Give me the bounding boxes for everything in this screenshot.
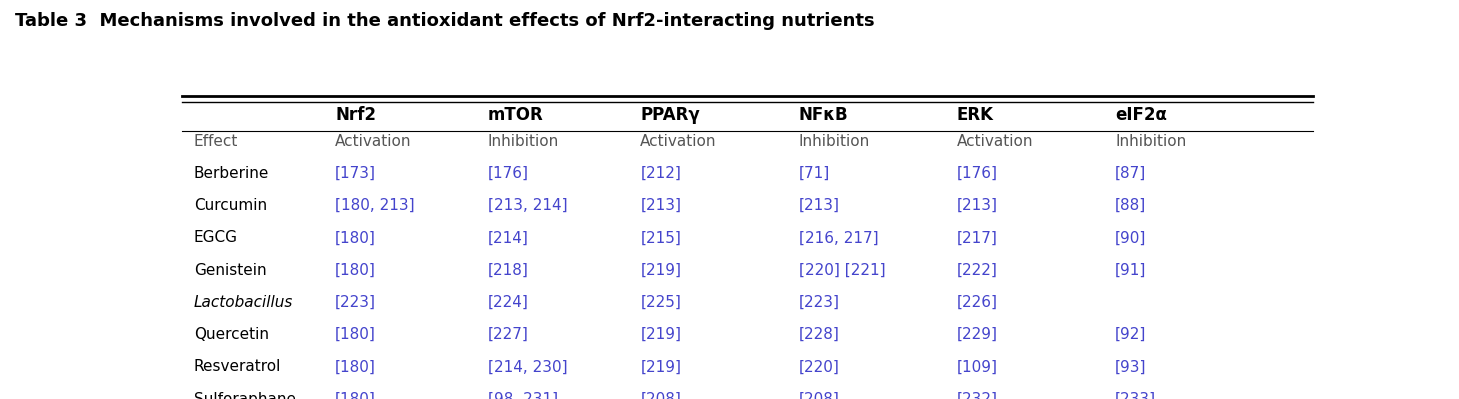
Text: Resveratrol: Resveratrol — [194, 359, 282, 375]
Text: [208]: [208] — [641, 392, 681, 399]
Text: [176]: [176] — [957, 166, 998, 181]
Text: [229]: [229] — [957, 327, 998, 342]
Text: [214, 230]: [214, 230] — [487, 359, 568, 375]
Text: Table 3  Mechanisms involved in the antioxidant effects of Nrf2-interacting nutr: Table 3 Mechanisms involved in the antio… — [15, 12, 874, 30]
Text: Effect: Effect — [194, 134, 238, 149]
Text: [232]: [232] — [957, 392, 998, 399]
Text: Lactobacillus: Lactobacillus — [194, 295, 293, 310]
Text: Sulforaphane: Sulforaphane — [194, 392, 296, 399]
Text: [93]: [93] — [1115, 359, 1147, 375]
Text: Inhibition: Inhibition — [798, 134, 870, 149]
Text: Quercetin: Quercetin — [194, 327, 268, 342]
Text: Activation: Activation — [957, 134, 1033, 149]
Text: [87]: [87] — [1115, 166, 1147, 181]
Text: [213]: [213] — [641, 198, 681, 213]
Text: [208]: [208] — [798, 392, 839, 399]
Text: Berberine: Berberine — [194, 166, 268, 181]
Text: [180]: [180] — [336, 263, 376, 278]
Text: Activation: Activation — [641, 134, 716, 149]
Text: [180]: [180] — [336, 327, 376, 342]
Text: [225]: [225] — [641, 295, 681, 310]
Text: mTOR: mTOR — [487, 106, 543, 124]
Text: [233]: [233] — [1115, 392, 1157, 399]
Text: [213]: [213] — [957, 198, 998, 213]
Text: Curcumin: Curcumin — [194, 198, 267, 213]
Text: [90]: [90] — [1115, 231, 1147, 245]
Text: [223]: [223] — [798, 295, 839, 310]
Text: Nrf2: Nrf2 — [336, 106, 376, 124]
Text: [217]: [217] — [957, 231, 998, 245]
Text: [224]: [224] — [487, 295, 528, 310]
Text: [180]: [180] — [336, 231, 376, 245]
Text: [218]: [218] — [487, 263, 528, 278]
Text: [173]: [173] — [336, 166, 376, 181]
Text: [109]: [109] — [957, 359, 998, 375]
Text: [213]: [213] — [798, 198, 839, 213]
Text: [228]: [228] — [798, 327, 839, 342]
Text: [220] [221]: [220] [221] — [798, 263, 886, 278]
Text: [180, 213]: [180, 213] — [336, 198, 414, 213]
Text: [226]: [226] — [957, 295, 998, 310]
Text: [219]: [219] — [641, 359, 681, 375]
Text: [223]: [223] — [336, 295, 376, 310]
Text: [180]: [180] — [336, 392, 376, 399]
Text: [227]: [227] — [487, 327, 528, 342]
Text: [98, 231]: [98, 231] — [487, 392, 557, 399]
Text: [213, 214]: [213, 214] — [487, 198, 568, 213]
Text: [220]: [220] — [798, 359, 839, 375]
Text: NFκB: NFκB — [798, 106, 848, 124]
Text: Inhibition: Inhibition — [487, 134, 559, 149]
Text: [219]: [219] — [641, 327, 681, 342]
Text: [215]: [215] — [641, 231, 681, 245]
Text: Activation: Activation — [336, 134, 411, 149]
Text: [180]: [180] — [336, 359, 376, 375]
Text: EGCG: EGCG — [194, 231, 238, 245]
Text: [222]: [222] — [957, 263, 998, 278]
Text: [71]: [71] — [798, 166, 830, 181]
Text: [91]: [91] — [1115, 263, 1147, 278]
Text: [214]: [214] — [487, 231, 528, 245]
Text: eIF2α: eIF2α — [1115, 106, 1167, 124]
Text: PPARγ: PPARγ — [641, 106, 700, 124]
Text: [212]: [212] — [641, 166, 681, 181]
Text: [219]: [219] — [641, 263, 681, 278]
Text: [176]: [176] — [487, 166, 528, 181]
Text: Inhibition: Inhibition — [1115, 134, 1186, 149]
Text: [88]: [88] — [1115, 198, 1147, 213]
Text: [216, 217]: [216, 217] — [798, 231, 878, 245]
Text: [92]: [92] — [1115, 327, 1147, 342]
Text: Genistein: Genistein — [194, 263, 267, 278]
Text: ERK: ERK — [957, 106, 994, 124]
